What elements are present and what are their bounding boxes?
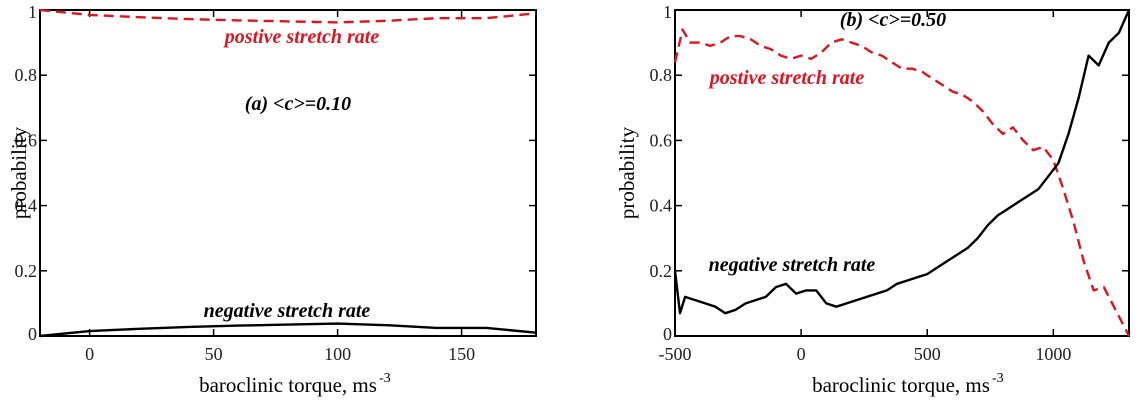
y-tick-label: 0.6 — [15, 130, 38, 150]
x-tick-label: 150 — [448, 344, 475, 364]
x-axis-label-b: baroclinic torque, ms — [812, 373, 990, 397]
y-tick-group-b: 0 0.2 0.4 0.6 0.8 1 — [650, 2, 1129, 344]
y-tick-label: 1 — [663, 2, 672, 22]
x-tick-label: 1000 — [1035, 344, 1071, 364]
negative-stretch-rate-line — [39, 322, 537, 338]
x-tick-label: 500 — [914, 344, 941, 364]
y-tick-group-a: 0 0.2 0.4 0.6 0.8 1 — [15, 2, 536, 344]
series-group-a — [39, 8, 537, 338]
x-tick-label: 0 — [797, 344, 806, 364]
x-axis-label-superscript-b: -3 — [992, 371, 1004, 386]
x-tick-group-b: -500 0 500 1000 — [659, 10, 1071, 364]
y-tick-label: 0.6 — [650, 130, 673, 150]
chart-panel-a: 0 50 100 150 0 0.2 0.4 0.6 0.8 1 baroclinic torq… — [7, 2, 537, 397]
y-axis-label-a: probability — [7, 126, 31, 219]
x-axis-label-a: baroclinic torque, ms — [199, 373, 377, 397]
y-tick-label: 0 — [663, 324, 672, 344]
y-tick-label: 0.4 — [650, 196, 673, 216]
series-group-b — [673, 9, 1131, 337]
annotation-panel-title-a: (a) <c>=0.10 — [245, 93, 351, 115]
y-tick-label: 0.2 — [15, 261, 38, 281]
y-tick-label: 0.8 — [650, 65, 673, 85]
chart-panel-b: -500 0 500 1000 00.20.40.60.81 baroclinic t… — [615, 2, 1131, 397]
y-tick-label: 0.4 — [15, 196, 38, 216]
positive-stretch-rate-line — [673, 28, 1131, 337]
positive-stretch-rate-line — [39, 8, 537, 24]
y-tick-label: 0.2 — [650, 261, 673, 281]
plot-frame-a — [39, 9, 537, 337]
annotation-positive-stretch-a: postive stretch rate — [223, 26, 380, 48]
y-tick-label: 1 — [28, 2, 37, 22]
x-axis-label-superscript-a: -3 — [379, 371, 391, 386]
y-tick-label: 0.8 — [15, 65, 38, 85]
x-tick-group-a: 0 50 100 150 — [85, 10, 475, 364]
x-tick-label: 100 — [324, 344, 351, 364]
annotation-negative-stretch-a: negative stretch rate — [204, 300, 371, 322]
x-tick-label: -500 — [659, 344, 692, 364]
y-axis-label-b: probability — [615, 126, 639, 219]
plot-frame-b — [674, 9, 1130, 337]
x-tick-label: 0 — [85, 344, 94, 364]
negative-stretch-rate-line — [673, 9, 1131, 315]
x-tick-label: 50 — [205, 344, 223, 364]
annotation-positive-stretch-b: postive stretch rate — [708, 67, 865, 89]
y-tick-label: 0 — [28, 324, 37, 344]
annotation-panel-title-b: (b) <c>=0.50 — [840, 9, 946, 31]
annotation-negative-stretch-b: negative stretch rate — [709, 254, 876, 276]
